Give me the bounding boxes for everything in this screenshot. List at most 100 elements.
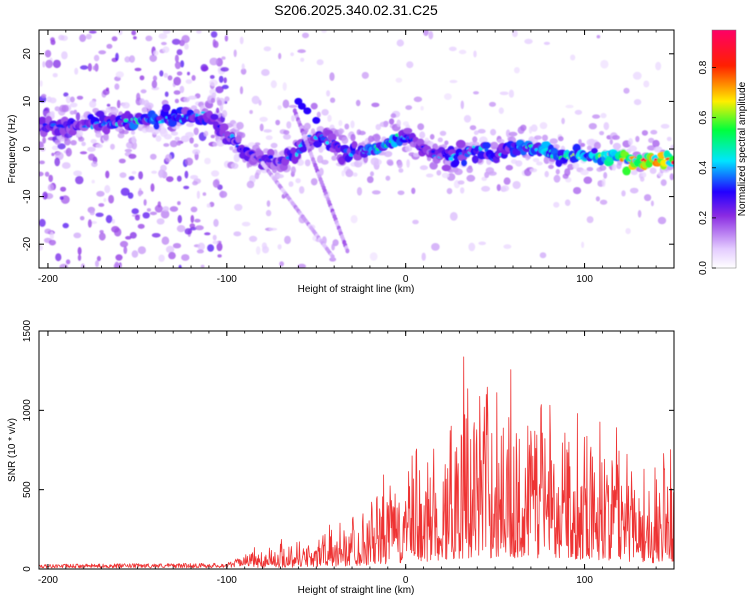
ridge-halo [436, 170, 442, 176]
noise-blob [553, 201, 560, 208]
noise-blob [603, 122, 610, 131]
noise-blob [600, 112, 607, 119]
noise-blob [184, 170, 189, 179]
ridge-halo [446, 188, 453, 195]
ridge-halo [344, 123, 350, 130]
noise-blob [177, 215, 182, 224]
noise-blob [193, 143, 199, 148]
ridge-halo [425, 173, 434, 178]
ridge-halo [466, 174, 476, 182]
spectrogram-x-label: Height of straight line (km) [298, 284, 415, 295]
noise-blob [42, 61, 46, 68]
snr-x-tick-label: 0 [403, 575, 409, 586]
noise-blob [261, 242, 267, 250]
ridge-halo [350, 120, 355, 129]
ridge-halo [536, 161, 543, 166]
ridge-halo [236, 121, 244, 130]
noise-blob [657, 216, 667, 225]
noise-blob [261, 69, 270, 76]
snr-y-tick-label: 1000 [22, 399, 33, 422]
noise-blob [268, 227, 278, 231]
ridge-halo [498, 107, 504, 114]
noise-blob [152, 75, 158, 82]
noise-blob [124, 148, 133, 153]
ridge-halo [515, 160, 523, 167]
ridge-peak [448, 157, 454, 161]
spectrogram-y-tick-label: 10 [22, 95, 33, 107]
noise-blob [116, 99, 121, 109]
noise-blob [93, 54, 100, 62]
noise-blob [162, 46, 170, 53]
noise-blob [87, 219, 92, 228]
noise-blob [192, 181, 198, 186]
ridge-halo [90, 139, 97, 144]
noise-blob [167, 75, 173, 81]
ridge-halo [548, 164, 554, 169]
noise-blob [165, 245, 175, 253]
noise-blob [209, 75, 215, 79]
ridge-halo [580, 169, 589, 176]
noise-blob [310, 178, 318, 186]
colorbar-frame [711, 29, 737, 269]
ridge-halo [190, 105, 198, 110]
noise-blob [190, 175, 199, 180]
noise-blob [207, 244, 215, 252]
noise-blob [162, 206, 170, 212]
ridge-halo [316, 111, 321, 118]
ridge-halo [141, 107, 148, 114]
noise-blob [192, 149, 201, 155]
noise-blob [397, 190, 405, 196]
noise-blob [448, 46, 457, 52]
noise-blob [134, 67, 142, 72]
feature-blob [312, 116, 321, 124]
ridge-halo [259, 123, 264, 132]
noise-blob [166, 176, 174, 183]
noise-blob [105, 170, 110, 179]
noise-blob [106, 43, 113, 49]
noise-blob [233, 231, 242, 237]
noise-blob [137, 246, 146, 255]
ridge-cell [461, 159, 467, 167]
ridge-halo [505, 129, 511, 138]
ridge-halo [586, 167, 594, 172]
ridge-halo [254, 172, 260, 180]
ridge-halo [270, 142, 278, 149]
noise-blob [195, 225, 204, 231]
noise-blob [581, 241, 585, 248]
ridge-halo [49, 97, 57, 104]
ridge-peak [266, 159, 273, 163]
ridge-halo [121, 102, 130, 109]
noise-blob [655, 61, 662, 71]
noise-blob [599, 199, 608, 205]
noise-blob [65, 259, 71, 265]
noise-blob [239, 86, 244, 95]
noise-blob [600, 59, 609, 69]
ridge-halo [122, 130, 129, 135]
ridge-cell [471, 155, 479, 164]
noise-blob [91, 161, 98, 168]
ridge-halo [660, 123, 670, 129]
noise-blob [185, 79, 193, 84]
ridge-halo [185, 131, 195, 138]
spectrogram-marks [39, 30, 674, 268]
noise-blob [89, 30, 97, 34]
ridge-cell [622, 166, 631, 176]
ridge-halo [64, 138, 71, 146]
ridge-halo [69, 110, 75, 115]
noise-blob [54, 157, 60, 167]
colorbar-tick-label: 0.2 [698, 211, 709, 225]
ridge-halo [411, 187, 416, 194]
noise-blob [473, 50, 477, 58]
noise-blob [129, 232, 137, 239]
ridge-halo [669, 173, 674, 181]
noise-blob [51, 145, 59, 151]
ridge-halo [397, 160, 403, 169]
noise-blob [412, 219, 419, 225]
noise-blob [99, 230, 104, 234]
noise-blob [92, 65, 97, 71]
noise-blob [80, 65, 89, 70]
noise-blob [48, 239, 57, 246]
ridge-halo [532, 158, 540, 163]
ridge-halo [463, 115, 472, 123]
